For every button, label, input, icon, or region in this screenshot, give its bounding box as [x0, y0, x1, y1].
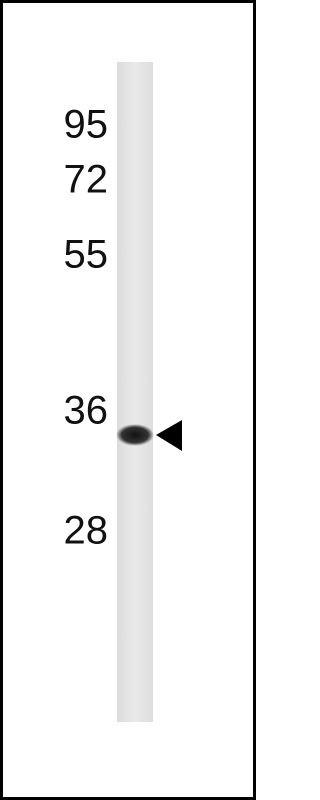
marker-label: 72 [64, 158, 109, 202]
marker-label: 36 [64, 389, 109, 433]
lane [117, 62, 153, 722]
band [116, 424, 154, 446]
marker-label: 28 [64, 509, 109, 553]
marker-labels: 95 72 55 36 28 [64, 103, 109, 553]
marker-label: 95 [64, 103, 109, 147]
blot-figure: 95 72 55 36 28 [0, 0, 256, 800]
marker-label: 55 [64, 233, 109, 277]
band-arrow [156, 420, 182, 451]
